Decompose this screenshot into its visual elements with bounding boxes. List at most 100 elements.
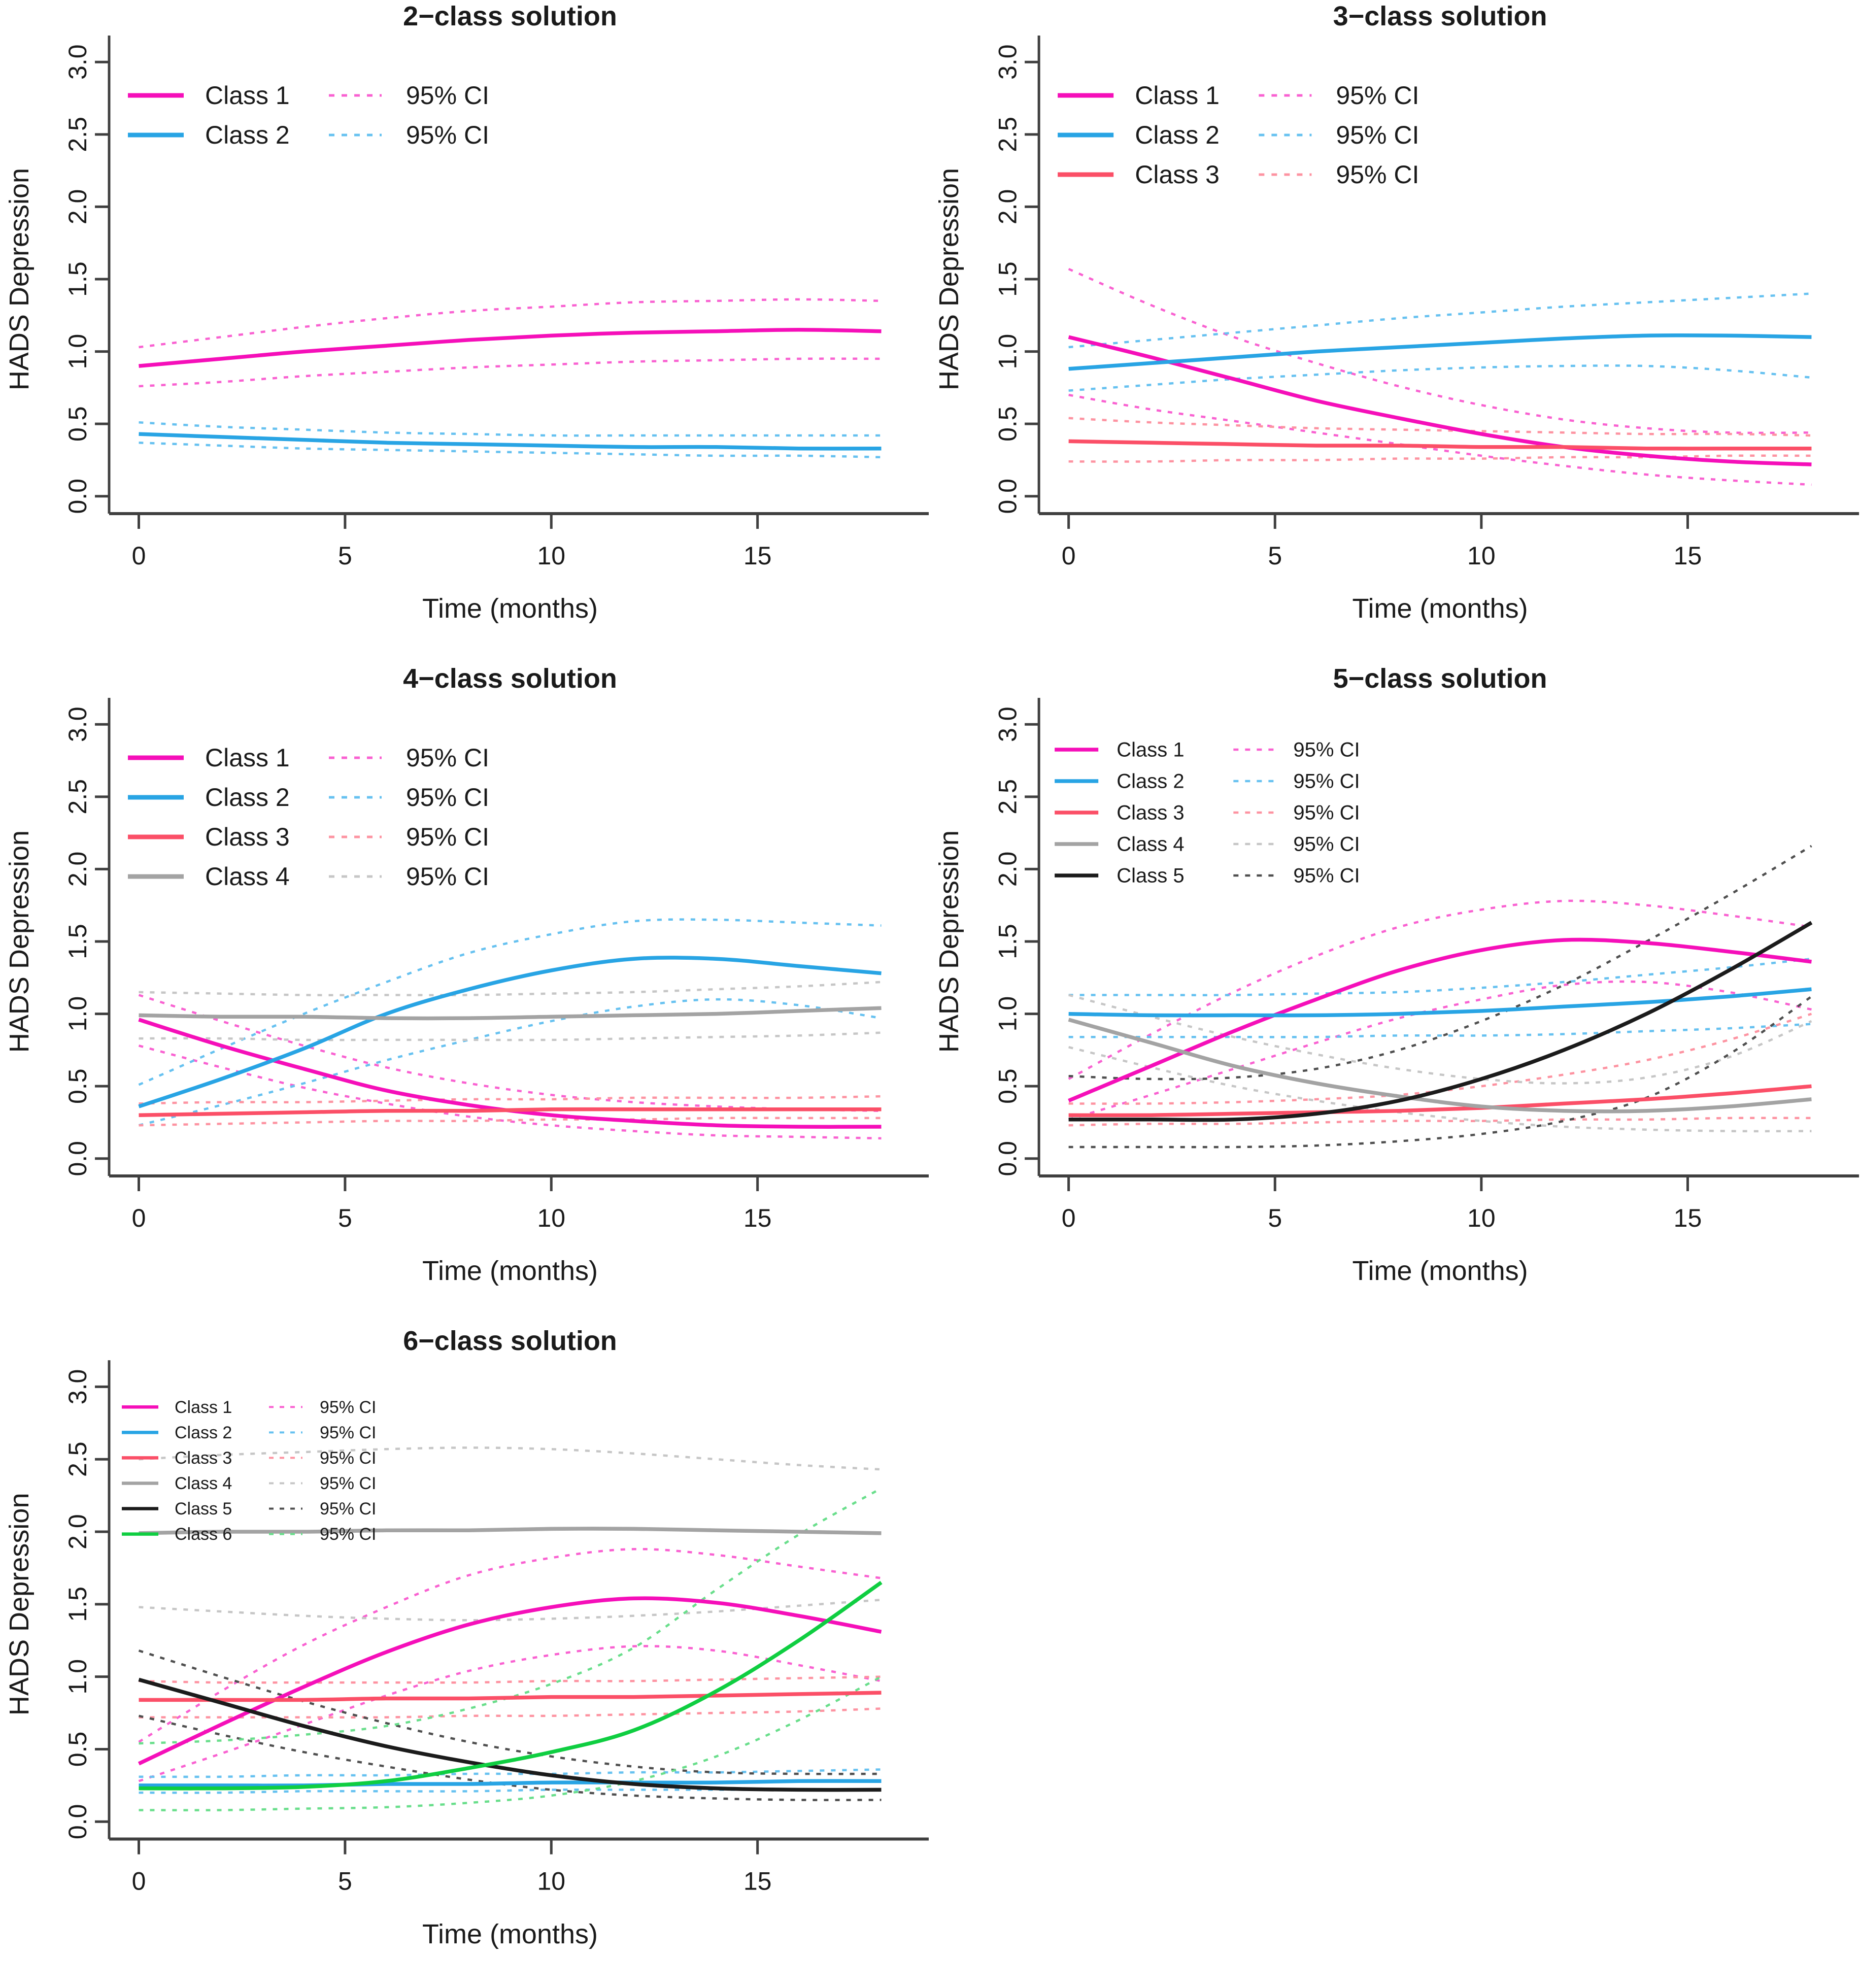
x-tick-label: 15 — [1674, 542, 1702, 570]
chart-2-class-solution: 0.0 0.5 1.0 1.5 2.0 2.5 3.0 0 5 10 15 Time (months)… — [4, 1, 929, 624]
ci-upper-class-3 — [1068, 417, 1812, 437]
y-tick-label: 1.5 — [63, 1587, 92, 1622]
panel-3-class-solution: 0.0 0.5 1.0 1.5 2.0 2.5 3.0 0 5 10 15 Time (months)… — [930, 0, 1860, 662]
y-tick-label: 0.5 — [63, 406, 92, 442]
y-axis-title: HADS Depression — [4, 830, 35, 1053]
ci-upper-class-4 — [1068, 994, 1812, 1085]
x-tick-label: 5 — [338, 1204, 352, 1232]
ci-lower-class-1 — [1068, 393, 1812, 486]
chart-title: 4−class solution — [403, 663, 617, 694]
legend-ci-label: 95% CI — [406, 862, 489, 891]
ci-lower-class-2 — [1068, 1023, 1812, 1038]
ci-lower-class-2 — [139, 1788, 882, 1794]
chart-title: 5−class solution — [1333, 663, 1547, 694]
ci-lower-class-4 — [1068, 1046, 1812, 1133]
legend-label: Class 4 — [205, 862, 290, 891]
y-tick-label: 2.0 — [63, 852, 92, 887]
ci-lower-class-4 — [139, 1031, 882, 1041]
y-tick-label: 1.5 — [993, 261, 1022, 296]
chart-title: 3−class solution — [1333, 1, 1547, 31]
legend-ci-label: 95% CI — [406, 121, 489, 149]
y-tick-label: 0.0 — [63, 1804, 92, 1839]
legend-label: Class 3 — [175, 1448, 232, 1468]
ci-upper-class-1 — [1068, 267, 1812, 434]
legend-ci-label: 95% CI — [320, 1448, 376, 1468]
legend-ci-label: 95% CI — [1336, 121, 1419, 149]
ci-upper-class-3 — [1068, 1013, 1812, 1105]
legend-ci-label: 95% CI — [320, 1474, 376, 1493]
legend-ci-label: 95% CI — [406, 823, 489, 851]
ci-lower-class-6 — [139, 1675, 882, 1811]
y-axis-title: HADS Depression — [934, 830, 964, 1053]
x-tick-label: 10 — [537, 1204, 565, 1232]
legend-label: Class 4 — [1117, 833, 1184, 856]
panel-4-class-solution: 0.0 0.5 1.0 1.5 2.0 2.5 3.0 0 5 10 15 Time (months)… — [0, 662, 930, 1325]
legend-ci-label: 95% CI — [320, 1499, 376, 1519]
panel-2-class-solution: 0.0 0.5 1.0 1.5 2.0 2.5 3.0 0 5 10 15 Time (months)… — [0, 0, 930, 662]
y-tick-label: 3.0 — [993, 44, 1022, 79]
ci-lower-class-2 — [139, 442, 882, 459]
y-tick-label: 3.0 — [63, 1369, 92, 1405]
x-axis-title: Time (months) — [422, 1919, 598, 1949]
panel-5-class-solution: 0.0 0.5 1.0 1.5 2.0 2.5 3.0 0 5 10 15 Time (months)… — [930, 662, 1860, 1325]
x-axis-title: Time (months) — [422, 1256, 598, 1286]
ci-lower-class-1 — [138, 1645, 882, 1782]
legend-label: Class 3 — [1117, 802, 1184, 824]
legend-label: Class 2 — [205, 783, 290, 812]
y-tick-label: 0.0 — [993, 1141, 1022, 1176]
legend-label: Class 1 — [1117, 739, 1184, 761]
ci-lower-class-5 — [138, 1714, 882, 1801]
legend-label: Class 6 — [175, 1525, 232, 1544]
x-tick-label: 5 — [338, 1867, 352, 1896]
series-line-class-1 — [139, 328, 882, 368]
legend-ci-label: 95% CI — [1293, 833, 1360, 856]
x-tick-label: 0 — [1062, 1204, 1076, 1232]
y-tick-label: 0.0 — [63, 1141, 92, 1176]
y-tick-label: 2.5 — [993, 117, 1022, 152]
ci-lower-class-1 — [138, 1044, 882, 1140]
legend-ci-label: 95% CI — [320, 1423, 376, 1442]
y-tick-label: 3.0 — [993, 706, 1022, 742]
series-line-class-4 — [139, 1006, 882, 1021]
legend-ci-label: 95% CI — [320, 1398, 376, 1417]
y-tick-label: 0.0 — [993, 479, 1022, 514]
x-axis-title: Time (months) — [1352, 1256, 1528, 1286]
panel-6-class-solution: 0.0 0.5 1.0 1.5 2.0 2.5 3.0 0 5 10 15 Time (months)… — [0, 1325, 930, 1988]
legend-label: Class 5 — [1117, 865, 1184, 887]
chart-title: 6−class solution — [403, 1326, 617, 1356]
ci-upper-class-4 — [139, 981, 882, 996]
x-tick-label: 0 — [1062, 542, 1076, 570]
y-tick-label: 2.5 — [63, 117, 92, 152]
legend-ci-label: 95% CI — [1336, 160, 1419, 189]
y-tick-label: 1.5 — [63, 924, 92, 959]
y-tick-label: 0.5 — [63, 1732, 92, 1767]
chart-6-class-solution: 0.0 0.5 1.0 1.5 2.0 2.5 3.0 0 5 10 15 Time (months)… — [4, 1326, 929, 1949]
series-line-class-3 — [1068, 439, 1812, 451]
series-line-class-3 — [139, 1107, 882, 1117]
series-line-class-4 — [139, 1527, 882, 1535]
series-line-class-2 — [138, 956, 882, 1108]
ci-upper-class-3 — [139, 1675, 882, 1684]
legend-ci-label: 95% CI — [1293, 770, 1360, 793]
y-tick-label: 0.5 — [63, 1068, 92, 1104]
legend-label: Class 1 — [205, 744, 290, 772]
ci-lower-class-4 — [139, 1598, 882, 1622]
ci-upper-class-2 — [139, 421, 882, 437]
legend-ci-label: 95% CI — [1293, 739, 1360, 761]
y-tick-label: 1.0 — [63, 334, 92, 369]
ci-upper-class-2 — [1068, 292, 1812, 349]
legend-label: Class 5 — [175, 1499, 232, 1519]
x-tick-label: 10 — [1467, 1204, 1496, 1232]
y-axis-title: HADS Depression — [4, 168, 35, 390]
y-tick-label: 1.0 — [993, 334, 1022, 369]
legend-ci-label: 95% CI — [1293, 865, 1360, 887]
series-line-class-1 — [138, 1596, 882, 1766]
ci-lower-class-3 — [139, 1117, 882, 1127]
x-tick-label: 5 — [338, 542, 352, 570]
legend-label: Class 3 — [205, 823, 290, 851]
series-line-class-4 — [1068, 1018, 1812, 1114]
x-tick-label: 10 — [537, 542, 565, 570]
series-line-class-2 — [139, 1779, 882, 1788]
legend-label: Class 1 — [205, 81, 290, 110]
